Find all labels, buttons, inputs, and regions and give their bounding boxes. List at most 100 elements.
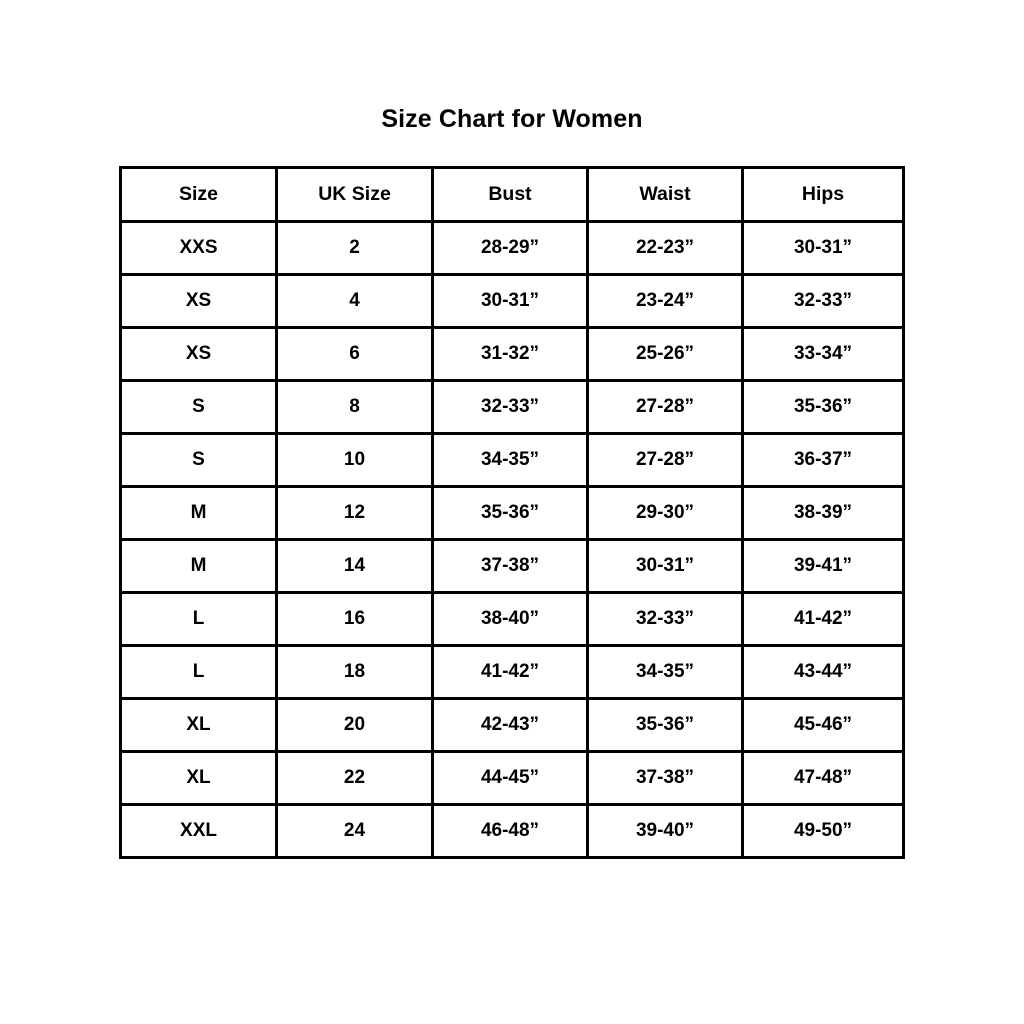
cell-value: 16 [343,608,366,629]
column-header-label: Hips [801,183,845,205]
cell-waist: 34-35” [586,644,744,700]
cell-bust: 30-31” [431,273,589,329]
cell-size: XL [119,697,278,753]
cell-size: M [119,485,278,541]
cell-hips: 36-37” [741,432,905,488]
cell-value: 6 [349,343,360,364]
cell-size: XL [119,750,278,806]
cell-value: 27-28” [635,449,695,470]
cell-value: 25-26” [635,343,695,364]
table-row: XS 6 31-32” 25-26” 33-34” [119,326,905,382]
cell-value: 32-33” [793,290,853,311]
cell-bust: 31-32” [431,326,589,382]
cell-waist: 39-40” [586,803,744,859]
cell-value: 47-48” [793,767,853,788]
cell-value: 12 [343,502,366,523]
table-row: XL 20 42-43” 35-36” 45-46” [119,697,905,753]
column-header-uk-size: UK Size [275,166,434,223]
cell-uk-size: 20 [275,697,434,753]
cell-size: XXS [119,220,278,276]
cell-size: S [119,432,278,488]
cell-value: 46-48” [480,820,540,841]
cell-bust: 42-43” [431,697,589,753]
column-header-label: Bust [488,183,532,205]
cell-waist: 29-30” [586,485,744,541]
cell-value: XL [186,714,211,735]
cell-uk-size: 8 [275,379,434,435]
cell-waist: 22-23” [586,220,744,276]
cell-value: 41-42” [480,661,540,682]
cell-waist: 23-24” [586,273,744,329]
cell-bust: 37-38” [431,538,589,594]
cell-value: 35-36” [793,396,853,417]
cell-bust: 38-40” [431,591,589,647]
cell-value: 2 [349,237,360,258]
table-row: XL 22 44-45” 37-38” 47-48” [119,750,905,806]
cell-hips: 43-44” [741,644,905,700]
table-row: XXS 2 28-29” 22-23” 30-31” [119,220,905,276]
size-chart-table: Size UK Size Bust Waist Hips [119,166,905,859]
cell-value: L [192,661,205,682]
cell-value: 38-39” [793,502,853,523]
cell-waist: 27-28” [586,432,744,488]
cell-value: 49-50” [793,820,853,841]
table-row: S 10 34-35” 27-28” 36-37” [119,432,905,488]
cell-hips: 39-41” [741,538,905,594]
column-header-label: Size [178,183,219,205]
cell-value: M [190,555,207,576]
cell-uk-size: 2 [275,220,434,276]
cell-hips: 49-50” [741,803,905,859]
cell-hips: 30-31” [741,220,905,276]
cell-value: 14 [343,555,366,576]
table-row: L 18 41-42” 34-35” 43-44” [119,644,905,700]
table-body: XXS 2 28-29” 22-23” 30-31” XS 4 30-31” 23-24” 32-… [119,220,905,859]
cell-value: 31-32” [480,343,540,364]
cell-value: XXL [180,820,217,841]
cell-value: 39-41” [793,555,853,576]
cell-bust: 34-35” [431,432,589,488]
cell-size: L [119,644,278,700]
cell-value: 22-23” [635,237,695,258]
column-header-hips: Hips [741,166,905,223]
cell-size: M [119,538,278,594]
cell-uk-size: 18 [275,644,434,700]
table-row: L 16 38-40” 32-33” 41-42” [119,591,905,647]
cell-uk-size: 6 [275,326,434,382]
cell-value: S [192,396,205,417]
cell-value: 33-34” [793,343,853,364]
cell-value: 24 [343,820,366,841]
cell-uk-size: 16 [275,591,434,647]
cell-value: 29-30” [635,502,695,523]
cell-hips: 38-39” [741,485,905,541]
cell-uk-size: 12 [275,485,434,541]
cell-value: 35-36” [635,714,695,735]
cell-value: 42-43” [480,714,540,735]
cell-value: S [192,449,205,470]
cell-hips: 47-48” [741,750,905,806]
cell-value: XXS [179,237,218,258]
table-row: XXL 24 46-48” 39-40” 49-50” [119,803,905,859]
cell-waist: 27-28” [586,379,744,435]
cell-value: XS [185,343,212,364]
cell-waist: 25-26” [586,326,744,382]
cell-hips: 45-46” [741,697,905,753]
cell-size: L [119,591,278,647]
table-header-row: Size UK Size Bust Waist Hips [119,166,905,223]
cell-value: 35-36” [480,502,540,523]
cell-value: 18 [343,661,366,682]
cell-uk-size: 4 [275,273,434,329]
cell-value: 30-31” [793,237,853,258]
cell-uk-size: 22 [275,750,434,806]
size-chart-table-container: Size UK Size Bust Waist Hips [119,166,905,859]
cell-value: 37-38” [635,767,695,788]
page-title: Size Chart for Women [381,105,643,133]
cell-uk-size: 24 [275,803,434,859]
cell-value: L [192,608,205,629]
cell-hips: 33-34” [741,326,905,382]
cell-waist: 37-38” [586,750,744,806]
table-row: S 8 32-33” 27-28” 35-36” [119,379,905,435]
table-row: XS 4 30-31” 23-24” 32-33” [119,273,905,329]
cell-waist: 35-36” [586,697,744,753]
column-header-waist: Waist [586,166,744,223]
